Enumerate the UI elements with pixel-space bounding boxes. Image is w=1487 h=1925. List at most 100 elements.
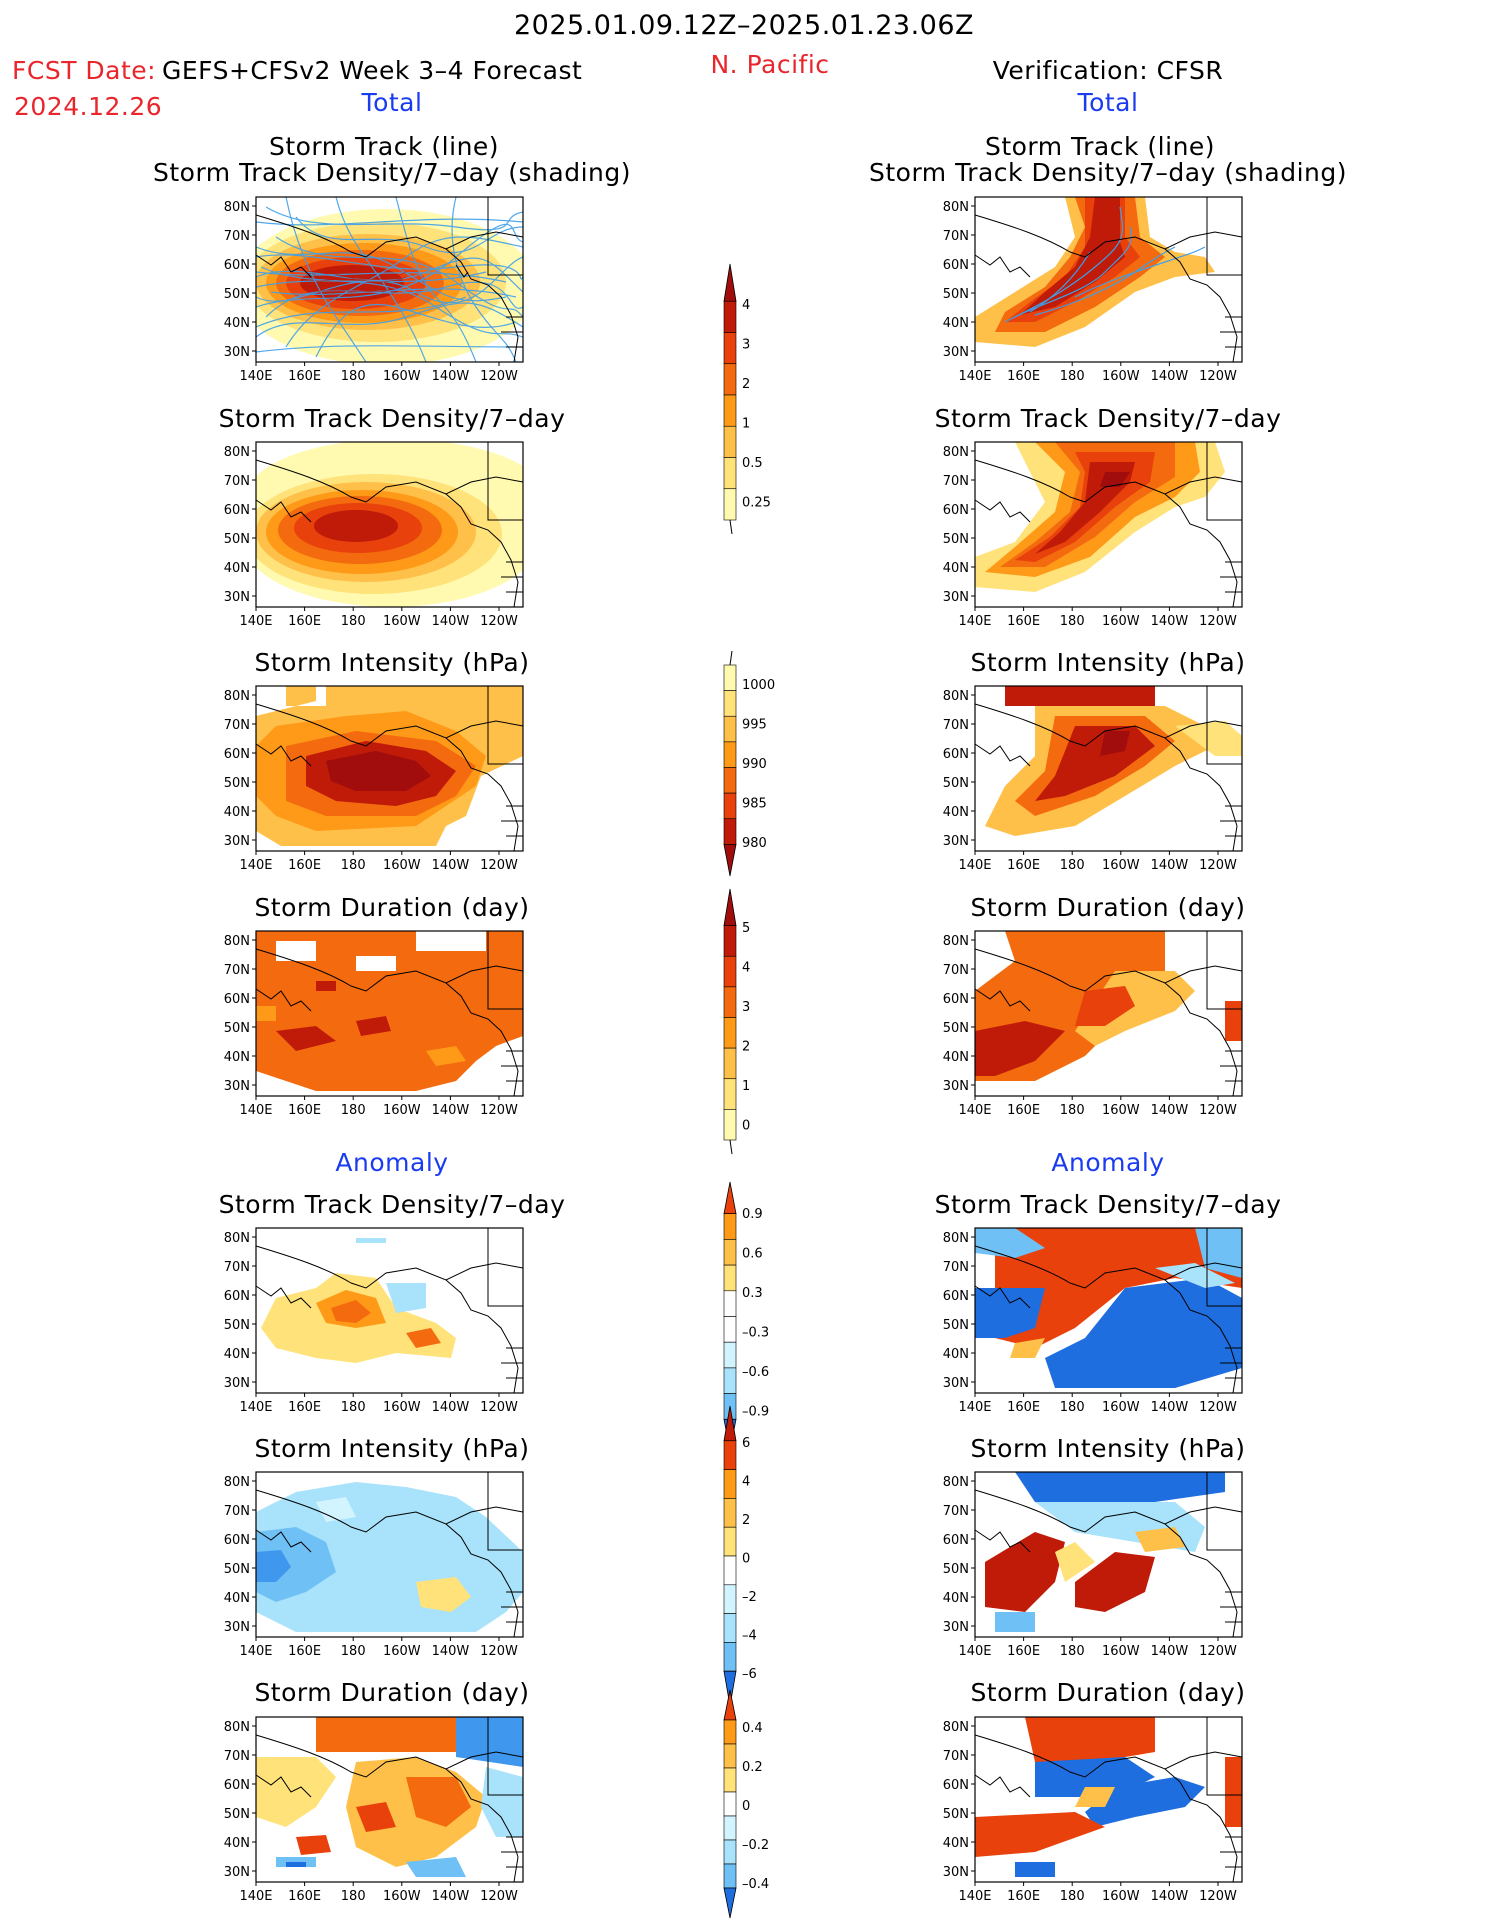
lat-tick-label: 80N [943,689,969,704]
lon-tick-label: 180 [1060,1644,1085,1659]
lat-tick-label: 60N [224,258,250,273]
panel-density-anom-right [974,1227,1243,1394]
colorbar-tick-label: –0.3 [742,1326,769,1341]
lat-tick-label: 50N [224,1807,250,1822]
lon-tick-label: 160W [1102,858,1140,873]
colorbar-segment [723,1863,737,1889]
lat-tick-label: 70N [943,474,969,489]
lon-tick-label: 140E [958,858,991,873]
title-track-shading-right: Storm Track Density/7–day (shading) [869,158,1347,187]
lat-tick-label: 30N [943,345,969,360]
colorbar-segment [723,1109,737,1141]
lat-tick-label: 30N [224,345,250,360]
colorbar-segment [723,843,737,877]
colorbar-tick-label: –0.2 [742,1838,769,1853]
lat-tick-label: 60N [943,747,969,762]
colorbar-segment [723,664,737,691]
lat-tick-label: 80N [224,689,250,704]
title-intensity-anom-right: Storm Intensity (hPa) [970,1434,1246,1463]
model-title: GEFS+CFSv2 Week 3–4 Forecast [162,56,583,85]
lon-tick-label: 140E [239,1103,272,1118]
lat-tick-label: 40N [943,1591,969,1606]
lon-tick-label: 140E [958,1400,991,1415]
colorbar-segment [723,1689,737,1721]
lat-tick-label: 40N [943,805,969,820]
lat-tick-label: 70N [943,1260,969,1275]
panel-track-right [974,196,1243,363]
lon-tick-label: 140E [239,1400,272,1415]
colorbar-tick-label: 0.6 [742,1247,763,1262]
colorbar-tick-label: 4 [742,961,750,976]
lat-tick-label: 40N [224,316,250,331]
panel-intensity-right [974,685,1243,852]
lon-tick-label: 160E [1007,1889,1040,1904]
colorbar-tick-label: 1 [742,417,750,432]
lat-tick-label: 60N [224,1289,250,1304]
colorbar-segment [723,986,737,1018]
colorbar-segment [723,1719,737,1745]
lon-tick-label: 160W [1102,369,1140,384]
colorbar-tick-label: 3 [742,1000,750,1015]
lon-tick-label: 140W [1151,614,1189,629]
colorbar-segment [723,457,737,490]
lat-tick-label: 80N [224,934,250,949]
colorbar-segment [723,1526,737,1557]
lat-tick-label: 60N [224,1778,250,1793]
lon-tick-label: 160E [1007,1400,1040,1415]
colorbar-segment [723,690,737,717]
lon-tick-label: 160E [1007,1644,1040,1659]
colorbar-tick-label: 995 [742,718,767,733]
lon-tick-label: 160W [1102,1103,1140,1118]
lon-tick-label: 160W [1102,614,1140,629]
fcst-date: 2024.12.26 [14,92,163,121]
colorbar-segment [723,1613,737,1643]
colorbar-segment [723,715,737,743]
lon-tick-label: 160E [288,614,321,629]
colorbar-duration-anom: 0.4 0.2 0 –0.2 –0.4 [723,1689,769,1919]
lon-tick-label: 140W [1151,1400,1189,1415]
lat-tick-label: 70N [943,1749,969,1764]
lon-tick-label: 160E [1007,1103,1040,1118]
panel-intensity-left [255,685,524,852]
colorbar-tick-label: 0.25 [742,496,771,511]
colorbar-segment [723,1239,737,1266]
lon-tick-label: 160E [288,1644,321,1659]
lon-tick-label: 180 [341,369,366,384]
lon-tick-label: 140W [432,614,470,629]
lat-tick-label: 70N [943,963,969,978]
lon-tick-label: 160E [288,858,321,873]
lon-tick-label: 160W [383,369,421,384]
title-track-line-right: Storm Track (line) [984,132,1216,161]
colorbar-tick-label: 0.5 [742,456,763,471]
lon-tick-label: 160W [383,614,421,629]
lon-tick-label: 140E [239,614,272,629]
lat-tick-label: 70N [224,963,250,978]
lon-tick-label: 140W [1151,1103,1189,1118]
colorbar-segment [723,767,737,794]
lon-tick-label: 160E [1007,369,1040,384]
colorbar-tick-label: 0 [742,1119,750,1134]
lat-tick-label: 60N [224,992,250,1007]
lon-tick-label: 180 [341,614,366,629]
lon-tick-label: 180 [341,1103,366,1118]
title-intensity-right: Storm Intensity (hPa) [970,648,1246,677]
colorbar-tick-label: 6 [742,1436,750,1451]
colorbar-tick-label: 0.3 [742,1286,763,1301]
lat-tick-label: 30N [224,1376,250,1391]
lon-tick-label: 140E [239,858,272,873]
colorbar-segment [723,792,737,820]
lat-tick-label: 50N [943,287,969,302]
title-duration-right: Storm Duration (day) [970,893,1246,922]
lat-tick-label: 30N [943,834,969,849]
lat-tick-label: 60N [943,1778,969,1793]
colorbar-segment [723,1341,737,1369]
lat-tick-label: 40N [224,561,250,576]
lat-tick-label: 70N [224,229,250,244]
colorbar-segment [723,263,737,302]
colorbar-tick-label: 0.9 [742,1207,763,1222]
lat-tick-label: 30N [943,590,969,605]
colorbar-tick-label: 1000 [742,678,775,693]
lon-tick-label: 160W [383,1400,421,1415]
title-density-right: Storm Track Density/7–day [934,404,1282,433]
